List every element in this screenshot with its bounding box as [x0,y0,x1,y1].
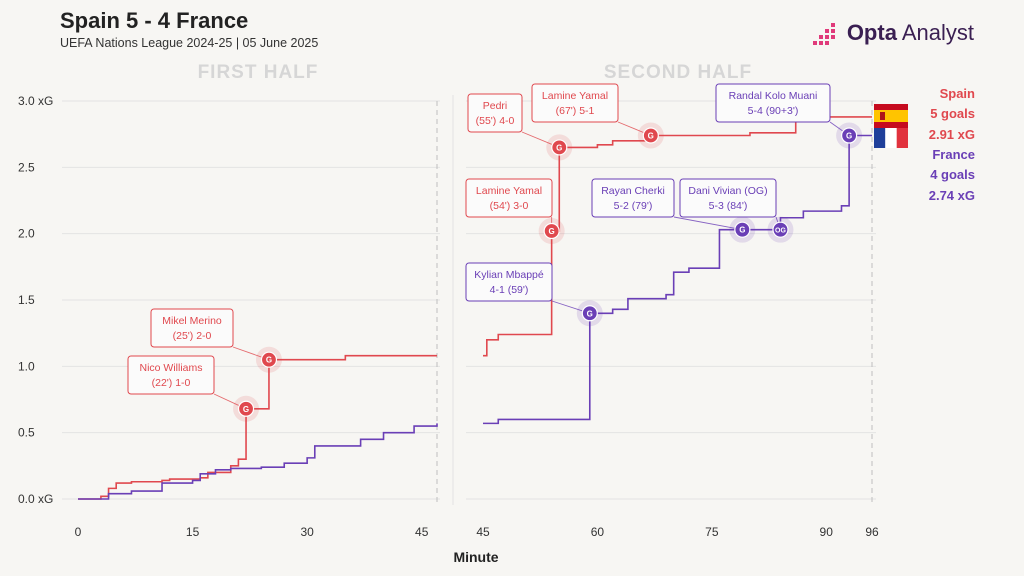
goal-label-line-0: Mikel Merino [162,315,222,327]
goal-label-line-1: 5-3 (84') [709,200,748,212]
goal-label-box [679,178,777,218]
spain-flag-icon [874,104,908,128]
y-tick-label-5: 2.5 [18,160,35,174]
x-tick-label-h2-2: 75 [705,525,719,539]
goal-label-line-1: (67') 5-1 [556,105,595,117]
france-flag-icon [874,128,908,148]
goal-marker-label: G [266,356,272,365]
y-tick-label-0: 0.0 xG [18,492,53,506]
legend-spain-line-0: Spain [940,86,975,101]
goal-marker-label: G [648,131,654,140]
goal-label-line-0: Dani Vivian (OG) [688,185,767,197]
goal-label-box [465,178,553,218]
goal-marker-label: G [556,143,562,152]
half-label-1: FIRST HALF [198,62,319,83]
brand-bold: Opta [846,20,897,45]
goal-label-line-1: (22') 1-0 [152,377,191,389]
opta-analyst-logo: Opta Analyst [811,16,974,50]
goal-annotation-6: Rayan Cherki 5-2 (79') G [591,178,756,243]
goal-label-line-1: 5-4 (90+3') [748,105,799,117]
goal-label-line-1: (25') 2-0 [173,330,212,342]
goal-marker [543,222,560,240]
legend-france-line-1: 4 goals [930,167,975,182]
france-xg-line-first-half [78,423,438,500]
goal-annotation-5: Lamine Yamal (67') 5-1 G [531,83,664,149]
goal-marker [260,351,278,368]
goal-annotation-8: Randal Kolo Muani 5-4 (90+3') G [715,83,863,149]
chart-title: Spain 5 - 4 France [60,8,249,33]
goal-marker [551,139,568,156]
goal-annotation-4: Kylian Mbappé 4-1 (59') G [465,262,603,327]
x-tick-label-h2-4: 96 [865,525,879,539]
x-tick-label-h1-3: 45 [415,525,429,539]
goal-label-line-0: Randal Kolo Muani [729,90,818,102]
goal-label-line-0: Kylian Mbappé [474,269,544,281]
legend-france-line-2: 2.74 xG [929,188,975,203]
goal-annotation-0: Nico Williams (22') 1-0 G [127,355,260,422]
goal-label-line-0: Rayan Cherki [601,185,665,197]
brand-light: Analyst [901,20,974,45]
goal-label-line-0: Nico Williams [140,362,203,374]
goal-marker-label: G [243,405,249,414]
y-tick-label-1: 0.5 [18,426,35,440]
y-tick-label-3: 1.5 [18,293,35,307]
goal-marker [581,305,598,322]
goal-label-line-1: 5-2 (79') [614,200,653,212]
opta-logo-icon [812,23,835,45]
goal-annotation-1: Mikel Merino (25') 2-0 G [150,308,282,373]
goal-label-line-1: (54') 3-0 [490,200,529,212]
x-tick-label-h1-2: 30 [300,525,314,539]
goal-marker [642,127,659,144]
y-tick-label-6: 3.0 xG [18,94,53,108]
goal-marker [734,221,751,238]
half-label-2: SECOND HALF [604,62,752,83]
x-tick-label-h2-0: 45 [476,525,490,539]
goal-marker-label: OG [775,228,786,235]
goal-marker [841,127,858,144]
goal-marker [237,400,255,417]
x-tick-label-h2-1: 60 [591,525,605,539]
goal-marker [772,221,789,238]
goal-label-line-1: (55') 4-0 [476,115,515,127]
x-tick-label-h2-3: 90 [820,525,834,539]
goal-label-box [467,93,523,133]
x-tick-label-h1-0: 0 [75,525,82,539]
goal-label-line-0: Lamine Yamal [542,90,608,102]
goal-label-box [127,355,215,395]
x-tick-label-h1-1: 15 [186,525,200,539]
goal-marker-label: G [739,226,745,235]
legend-spain-line-2: 2.91 xG [929,127,975,142]
goal-annotation-7: Dani Vivian (OG) 5-3 (84') OG [679,178,794,243]
goal-label-box [531,83,619,123]
goal-label-line-1: 4-1 (59') [490,284,529,296]
goal-marker-label: G [846,131,852,140]
spain-xg-line-second-half [483,116,872,357]
legend-spain-line-1: 5 goals [930,106,975,121]
goal-annotation-3: Pedri (55') 4-0 G [467,93,573,161]
chart-subtitle: UEFA Nations League 2024-25 | 05 June 20… [60,36,319,50]
goal-label-box [150,308,234,348]
y-tick-label-2: 1.0 [18,359,35,373]
y-tick-label-4: 2.0 [18,227,35,241]
x-axis-label: Minute [453,549,498,565]
goal-label-box [591,178,675,218]
legend-france-line-0: France [932,147,975,162]
goal-label-line-0: Pedri [483,100,508,112]
goal-marker-label: G [587,309,593,318]
goal-label-box [715,83,831,123]
goal-annotation-2: Lamine Yamal (54') 3-0 G [465,178,565,245]
goal-marker-label: G [549,227,555,236]
goal-label-line-0: Lamine Yamal [476,185,542,197]
goal-leader-line [673,216,743,231]
goal-label-box [465,262,553,302]
